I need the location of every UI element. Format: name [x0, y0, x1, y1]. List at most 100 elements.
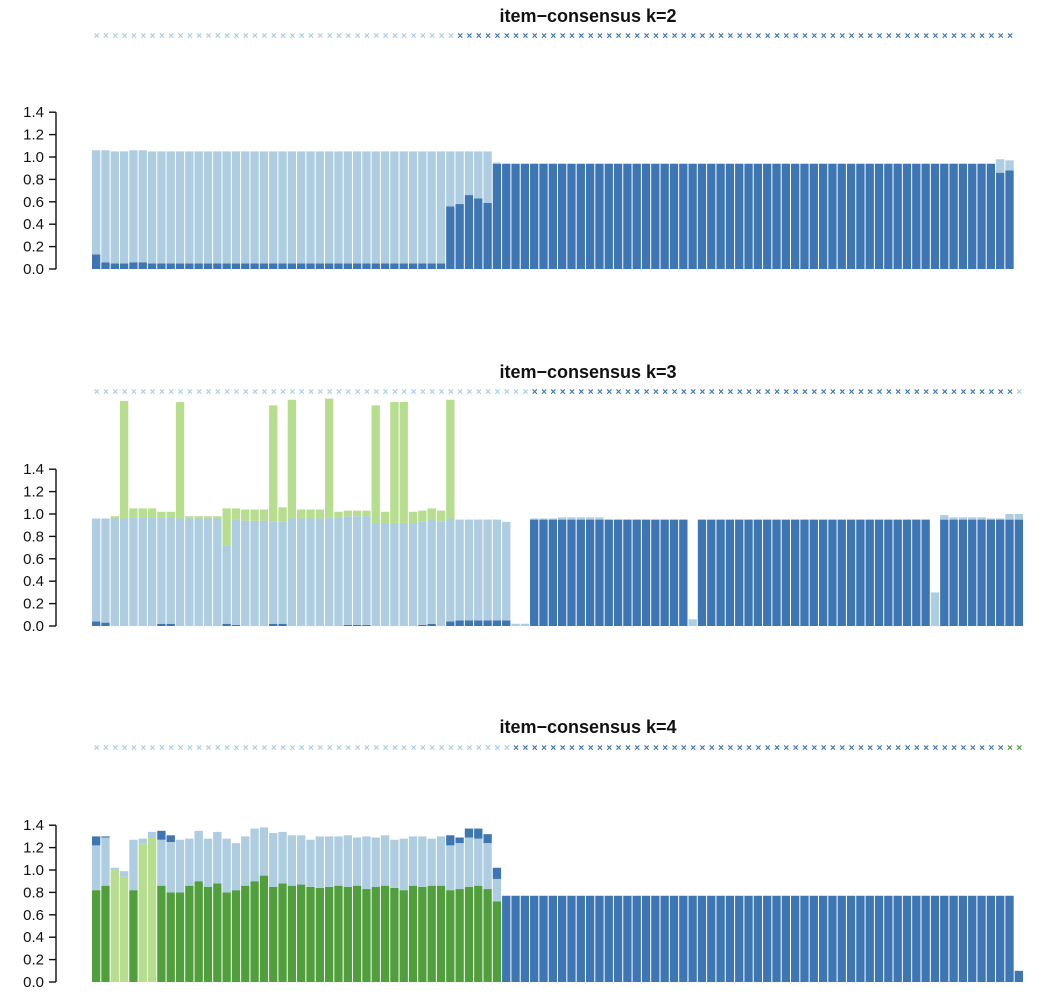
cluster-assignment-mark: ×: [299, 743, 305, 754]
bar-segment-cluster-1: [688, 895, 697, 982]
bar-segment-cluster-1: [436, 263, 446, 269]
cluster-assignment-mark: ×: [112, 31, 118, 42]
bar-segment-cluster-2: [595, 517, 604, 520]
bar-segment-cluster-2: [278, 831, 287, 884]
bar-segment-cluster-4: [427, 885, 436, 982]
bar-segment-cluster-1: [837, 163, 846, 269]
bar-segment-cluster-1: [828, 895, 837, 982]
bar-segment-cluster-2: [511, 623, 520, 626]
bar-segment-cluster-2: [1005, 514, 1014, 520]
bar-segment-cluster-2: [390, 151, 399, 264]
cluster-assignment-mark: ×: [131, 387, 137, 398]
cluster-assignment-mark: ×: [215, 31, 221, 42]
bar-segment-cluster-1: [940, 895, 949, 982]
cluster-assignment-mark: ×: [783, 31, 789, 42]
bar-segment-cluster-2: [492, 162, 502, 164]
cluster-assignment-mark: ×: [588, 743, 594, 754]
cluster-assignment-mark: ×: [560, 387, 566, 398]
bar-segment-cluster-1: [613, 163, 623, 269]
bar-segment-cluster-1: [874, 163, 884, 269]
panel-title: item−consensus k=4: [499, 717, 676, 737]
bar-segment-cluster-1: [269, 623, 278, 626]
bar-segment-cluster-2: [157, 151, 166, 264]
bar-segment-cluster-2: [474, 838, 483, 886]
bar-segment-cluster-2: [343, 835, 352, 887]
y-tick-label: 0.2: [23, 239, 44, 256]
bar-segment-cluster-2: [269, 151, 278, 264]
cluster-assignment-mark: ×: [355, 387, 361, 398]
bar-segment-cluster-1: [977, 895, 986, 982]
cluster-assignment-mark: ×: [606, 31, 612, 42]
bar-segment-cluster-2: [408, 151, 418, 264]
bar-segment-cluster-4: [101, 885, 110, 982]
cluster-assignment-mark: ×: [737, 31, 743, 42]
cluster-assignment-mark: ×: [672, 387, 678, 398]
cluster-assignment-mark: ×: [858, 743, 864, 754]
cluster-assignment-mark: ×: [560, 743, 566, 754]
bar-segment-cluster-1: [539, 519, 548, 626]
bar-segment-cluster-1: [818, 895, 828, 982]
bar-segment-cluster-1: [418, 624, 427, 626]
bar-segment-cluster-1: [166, 623, 175, 626]
cluster-assignment-mark: ×: [690, 387, 696, 398]
cluster-assignment-mark: ×: [960, 387, 966, 398]
cluster-assignment-mark: ×: [588, 387, 594, 398]
bar-segment-cluster-1: [735, 163, 744, 269]
bar-segment-cluster-1: [119, 263, 129, 269]
bar-segment-cluster-3: [166, 511, 175, 518]
bar-segment-cluster-2: [250, 828, 259, 882]
bar-segment-cluster-1: [912, 519, 921, 626]
bar-segment-cluster-2: [231, 519, 241, 625]
bar-segment-cluster-2: [334, 151, 343, 264]
bar-segment-cluster-2: [278, 521, 287, 624]
bar-segment-cluster-2: [231, 843, 241, 891]
cluster-assignment-mark: ×: [802, 387, 808, 398]
cluster-assignment-mark: ×: [420, 31, 426, 42]
bar-segment-cluster-1: [949, 519, 958, 626]
cluster-assignment-mark: ×: [131, 743, 137, 754]
bar-segment-cluster-1: [856, 519, 865, 626]
bar-segment-cluster-3: [352, 510, 362, 517]
bar-segment-cluster-1: [725, 519, 735, 626]
bar-segment-cluster-1: [231, 624, 241, 626]
bar-segment-cluster-1: [641, 895, 651, 982]
bar-segment-cluster-1: [986, 519, 996, 626]
y-tick-label: 0.8: [23, 171, 44, 188]
cluster-assignment-mark: ×: [979, 31, 985, 42]
bar-segment-cluster-2: [352, 516, 362, 625]
y-tick-label: 0.2: [23, 596, 44, 613]
bar-segment-cluster-1: [92, 621, 101, 626]
y-tick-label: 0.2: [23, 952, 44, 969]
bar-segment-cluster-2: [399, 838, 408, 891]
bar-segment-cluster-1: [623, 163, 632, 269]
bar-segment-cluster-1: [483, 620, 492, 626]
bar-segment-cluster-1: [856, 163, 865, 269]
bar-segment-cluster-3: [390, 402, 399, 523]
cluster-assignment-mark: ×: [178, 31, 184, 42]
bar-segment-cluster-1: [781, 519, 790, 626]
cluster-assignment-mark: ×: [550, 387, 556, 398]
bar-segment-cluster-1: [781, 163, 790, 269]
cluster-assignment-mark: ×: [336, 31, 342, 42]
bar-segment-cluster-2: [213, 518, 222, 626]
cluster-assignment-mark: ×: [252, 31, 258, 42]
cluster-assignment-mark: ×: [494, 387, 500, 398]
cluster-assignment-mark: ×: [588, 31, 594, 42]
cluster-assignment-mark: ×: [560, 31, 566, 42]
bar-segment-cluster-2: [203, 518, 213, 626]
bar-segment-cluster-1: [576, 895, 585, 982]
cluster-assignment-mark: ×: [159, 31, 165, 42]
bar-segment-cluster-1: [222, 263, 231, 269]
bar-segment-cluster-1: [623, 895, 632, 982]
bar-segment-cluster-1: [567, 163, 576, 269]
bar-segment-cluster-2: [399, 151, 408, 264]
bar-segment-cluster-1: [791, 895, 800, 982]
bar-segment-cluster-1: [800, 163, 809, 269]
y-tick-label: 1.0: [23, 862, 44, 879]
bar-segment-cluster-1: [464, 195, 474, 269]
bar-segment-cluster-1: [669, 895, 679, 982]
bar-segment-cluster-1: [651, 895, 660, 982]
bar-segment-cluster-2: [110, 151, 119, 264]
cluster-assignment-mark: ×: [970, 743, 976, 754]
